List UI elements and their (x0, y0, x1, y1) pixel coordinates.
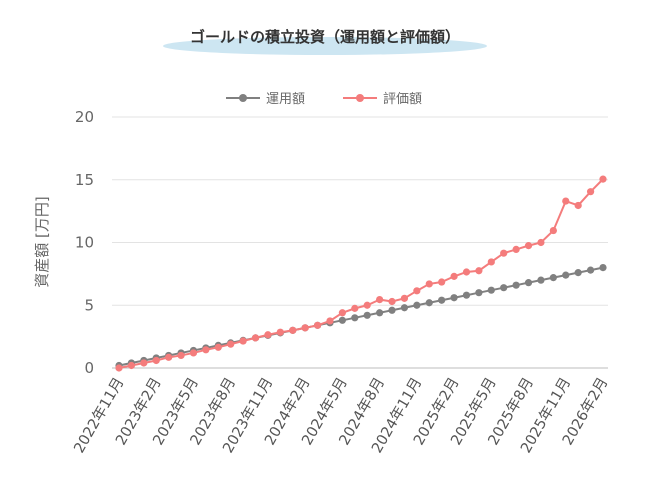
legend-marker-1 (356, 94, 364, 102)
data-point (413, 287, 421, 295)
data-point (400, 294, 409, 302)
data-point (338, 309, 346, 317)
data-point (338, 316, 346, 324)
data-point (586, 188, 595, 196)
data-point (140, 359, 148, 367)
data-point (450, 294, 458, 302)
data-point (599, 175, 607, 183)
data-point (388, 297, 396, 306)
data-point (425, 280, 433, 288)
grid (112, 116, 608, 369)
data-point (500, 284, 508, 292)
data-point (574, 201, 582, 210)
title-highlight (163, 37, 487, 55)
data-point (264, 331, 272, 339)
data-point (189, 349, 198, 357)
data-point (512, 245, 520, 254)
data-point (500, 249, 508, 257)
data-point (115, 364, 123, 372)
y-axis-label: 資産額 [万円] (33, 196, 51, 287)
data-point (251, 334, 260, 342)
series-1 (115, 175, 607, 372)
y-axis: 0 5 10 15 20 (75, 108, 94, 377)
data-point (475, 267, 483, 275)
data-point (301, 324, 309, 332)
series-line-1 (118, 178, 604, 369)
data-point (462, 268, 471, 276)
data-point (475, 289, 483, 297)
legend-label-1: 評価額 (383, 92, 422, 107)
data-point (562, 197, 570, 205)
data-point (351, 304, 359, 312)
data-point (524, 242, 533, 250)
y-tick-label: 20 (75, 108, 94, 126)
data-point (388, 306, 396, 314)
legend-label-0: 運用額 (266, 92, 305, 107)
data-point (363, 311, 371, 319)
data-point (351, 314, 359, 322)
data-point (165, 353, 173, 361)
data-point (127, 361, 136, 370)
data-point (487, 286, 495, 294)
data-point (537, 238, 545, 247)
data-point (177, 351, 185, 360)
data-point (438, 278, 446, 286)
data-point (202, 346, 210, 354)
data-point (562, 271, 570, 279)
y-tick-label: 0 (84, 359, 94, 377)
series-line-0 (118, 266, 604, 367)
data-point (326, 317, 334, 325)
data-point (549, 274, 557, 282)
data-point (487, 258, 495, 266)
data-point (276, 328, 284, 336)
data-point (227, 340, 235, 348)
data-point (425, 299, 433, 307)
data-point (450, 272, 458, 280)
data-point (376, 309, 384, 317)
data-point (376, 296, 384, 304)
data-point (438, 296, 446, 304)
data-point (599, 264, 607, 272)
data-point (313, 321, 322, 329)
data-point (512, 281, 520, 289)
legend-marker-0 (239, 94, 247, 102)
data-point (586, 266, 595, 274)
data-point (152, 356, 160, 365)
data-point (524, 279, 533, 287)
data-point (462, 291, 471, 299)
y-tick-label: 15 (75, 171, 94, 189)
data-point (537, 276, 545, 284)
data-point (574, 269, 582, 277)
series-group (115, 175, 607, 372)
data-point (363, 301, 371, 309)
data-point (214, 343, 222, 351)
chart-title: ゴールドの積立投資（運用額と評価額） (190, 28, 460, 46)
y-tick-label: 5 (84, 296, 94, 314)
data-point (413, 301, 421, 309)
y-tick-label: 10 (75, 234, 94, 252)
data-point (400, 304, 409, 312)
data-point (549, 226, 557, 235)
x-axis: 2022年11月2023年2月2023年5月2023年8月2023年11月202… (71, 374, 612, 456)
data-point (289, 326, 297, 334)
legend: 運用額 評価額 (226, 92, 422, 107)
data-point (239, 337, 247, 345)
